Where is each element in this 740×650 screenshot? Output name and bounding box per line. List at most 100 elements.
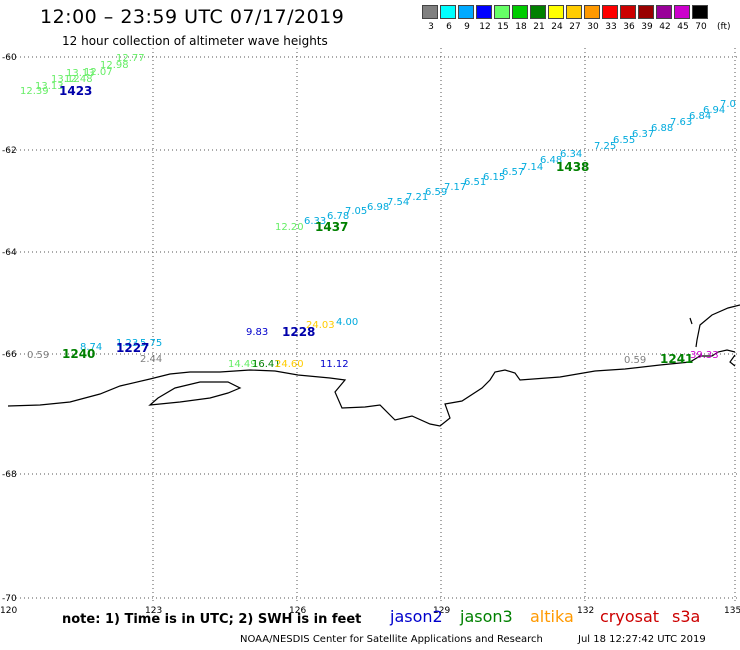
lon-label: 126: [289, 606, 306, 616]
lon-label: 132: [577, 606, 594, 616]
satellite-jason2: jason2: [390, 607, 443, 626]
legend-label: 42: [659, 22, 671, 32]
legend-swatch: [422, 5, 438, 19]
legend-label: 15: [497, 22, 509, 32]
swh-label: 12.77: [116, 53, 145, 64]
legend-swatch: [512, 5, 528, 19]
satellite-altika: altika: [530, 607, 574, 626]
swh-label: 6.94: [703, 105, 725, 116]
lat-label: -68: [2, 470, 17, 480]
swh-label: 2.44: [140, 354, 162, 365]
swh-label: 7.0: [720, 99, 736, 110]
swh-label: 8.74: [80, 342, 102, 353]
lon-label: 135: [724, 606, 740, 616]
swh-label: 7.05: [345, 206, 367, 217]
swh-label: 6.34: [560, 149, 582, 160]
legend-swatch: [458, 5, 474, 19]
swh-label: 6.57: [502, 167, 524, 178]
pass-times: 1423 1438 1437 1228 1227 1240 1241: [59, 84, 693, 366]
swh-label: 13.13: [66, 68, 95, 79]
swh-label: 4.00: [336, 317, 358, 328]
legend-swatch: [566, 5, 582, 19]
legend-swatch: [602, 5, 618, 19]
lat-label: -66: [2, 350, 17, 360]
swh-label: 24.60: [275, 359, 304, 370]
swh-label: 9.83: [246, 327, 268, 338]
swh-label: 11.12: [320, 359, 349, 370]
swh-label: 6.37: [632, 129, 654, 140]
legend-swatch: [584, 5, 600, 19]
legend-swatch: [638, 5, 654, 19]
lon-label: 120: [0, 606, 17, 616]
lat-label: -62: [2, 146, 17, 156]
swh-label: 7.54: [387, 197, 409, 208]
swh-label: 0.59: [624, 355, 646, 366]
swh-label: 5.75: [140, 338, 162, 349]
legend-label: 39: [641, 22, 653, 32]
antarctic-coastline: [7, 349, 736, 427]
swh-label: 12.48: [64, 74, 93, 85]
legend-unit: (ft): [717, 22, 731, 32]
swh-label: 6.15: [483, 172, 505, 183]
swh-label: 6.78: [327, 211, 349, 222]
legend-label: 12: [479, 22, 491, 32]
legend-swatch: [692, 5, 708, 19]
swh-label: 7.17: [444, 182, 466, 193]
satellite-s3a: s3a: [672, 607, 701, 626]
legend-label: 21: [533, 22, 545, 32]
satellite-cryosat: cryosat: [600, 607, 660, 626]
swh-label: 1.23: [116, 338, 138, 349]
legend-label: 70: [695, 22, 707, 32]
swh-label: 6.84: [689, 111, 711, 122]
swh-label: 7.21: [406, 192, 428, 203]
legend-swatch: [548, 5, 564, 19]
generation-timestamp: Jul 18 12:27:42 UTC 2019: [578, 634, 706, 645]
lat-label: -70: [2, 594, 17, 604]
satellite-jason3: jason3: [460, 607, 513, 626]
swh-label: 13.13: [35, 81, 64, 92]
swh-label: 6.48: [540, 155, 562, 166]
graticule: [8, 48, 740, 603]
track-coastal: 0.59 8.74 1.23 5.75 2.44 9.83 24.03 4.00…: [27, 317, 719, 370]
page-title: 12:00 – 23:59 UTC 07/17/2019: [40, 6, 345, 28]
swh-label: 7.14: [521, 162, 543, 173]
legend-swatch: [530, 5, 546, 19]
swh-label: 12.20: [275, 222, 304, 233]
lat-label: -64: [2, 248, 17, 258]
legend-label: 36: [623, 22, 635, 32]
legend-swatch: [620, 5, 636, 19]
swh-label: 13.12: [51, 74, 80, 85]
swh-label: 6.33: [304, 216, 326, 227]
legend-label: 18: [515, 22, 527, 32]
legend-label: 33: [605, 22, 617, 32]
swh-label: 6.98: [367, 202, 389, 213]
swh-label: 6.88: [651, 123, 673, 134]
legend-label: 45: [677, 22, 689, 32]
legend-swatch: [674, 5, 690, 19]
pass-time-label: 1228: [282, 325, 315, 339]
lat-label: -60: [2, 53, 17, 63]
swh-label: 7.63: [670, 117, 692, 128]
swh-label: 12.98: [100, 60, 129, 71]
legend-label: 6: [446, 22, 452, 32]
swh-label: 6.55: [613, 135, 635, 146]
legend-swatch: [494, 5, 510, 19]
page-subtitle: 12 hour collection of altimeter wave hei…: [62, 34, 328, 48]
track-diagonal: 12.20 6.33 6.78 7.05 6.98 7.54 7.21 6.59…: [275, 99, 736, 233]
lon-label: 123: [145, 606, 162, 616]
swh-label: 12.39: [20, 86, 49, 97]
lon-label: 129: [433, 606, 450, 616]
legend-label: 24: [551, 22, 563, 32]
swh-label: 7.25: [594, 141, 616, 152]
legend-label: 9: [464, 22, 470, 32]
pass-time-label: 1227: [116, 341, 149, 355]
swh-label: 6.51: [464, 177, 486, 188]
swh-label: 16.41: [252, 359, 281, 370]
legend-label: 3: [428, 22, 434, 32]
pass-time-label: 1437: [315, 220, 348, 234]
pass-time-label: 1438: [556, 160, 589, 174]
legend-label: 30: [587, 22, 599, 32]
coastline-east-landmass: [689, 304, 740, 348]
legend-swatch: [476, 5, 492, 19]
